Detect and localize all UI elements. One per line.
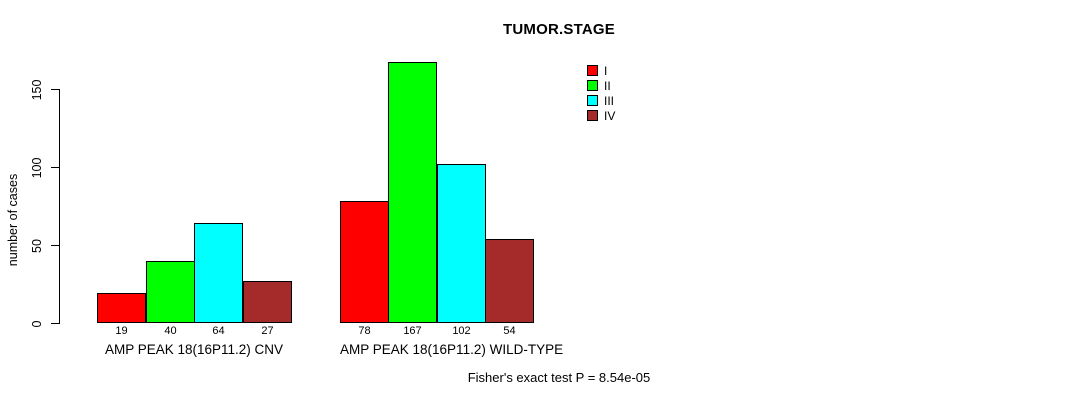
y-tick-label: 50 [30, 238, 44, 253]
bar-stage-iv [243, 281, 292, 323]
legend-label: IV [604, 108, 616, 123]
bar-stage-ii [146, 261, 195, 323]
legend-swatch-ii [587, 80, 598, 91]
group-label: AMP PEAK 18(16P11.2) CNV [104, 342, 284, 357]
y-tick-label: 150 [30, 79, 44, 100]
legend-item-ii: II [587, 78, 615, 93]
legend-swatch-iii [587, 95, 598, 106]
legend-label: III [604, 93, 615, 108]
bar-stage-iii [437, 164, 486, 323]
legend-swatch-i [587, 65, 598, 76]
y-axis-label: number of cases [6, 173, 20, 267]
bar-value-label: 19 [115, 325, 128, 337]
y-tick-mark [51, 323, 59, 324]
legend-swatch-iv [587, 110, 598, 121]
y-tick-mark [51, 89, 59, 90]
bar-stage-iv [485, 239, 534, 323]
bar-value-label: 102 [452, 325, 471, 337]
legend-item-iv: IV [587, 108, 615, 123]
bar-stage-ii [388, 62, 437, 323]
legend: I II III IV [587, 63, 615, 123]
bar-value-label: 167 [403, 325, 422, 337]
fisher-test-note: Fisher's exact test P = 8.54e-05 [467, 370, 651, 385]
bar-value-label: 40 [164, 325, 177, 337]
y-axis-line [59, 89, 60, 324]
y-tick-label: 100 [30, 157, 44, 178]
legend-item-iii: III [587, 93, 615, 108]
group-label: AMP PEAK 18(16P11.2) WILD-TYPE [340, 342, 564, 357]
chart-title: TUMOR.STAGE [503, 21, 615, 38]
bar-stage-i [340, 201, 389, 323]
y-tick-mark [51, 245, 59, 246]
y-tick-label: 0 [30, 320, 44, 327]
legend-label: I [604, 63, 608, 78]
bar-value-label: 78 [358, 325, 371, 337]
bar-stage-i [97, 293, 146, 323]
bar-value-label: 54 [503, 325, 516, 337]
legend-item-i: I [587, 63, 615, 78]
bar-stage-iii [194, 223, 243, 323]
y-tick-mark [51, 167, 59, 168]
bar-value-label: 27 [261, 325, 274, 337]
legend-label: II [604, 78, 611, 93]
bar-value-label: 64 [212, 325, 225, 337]
